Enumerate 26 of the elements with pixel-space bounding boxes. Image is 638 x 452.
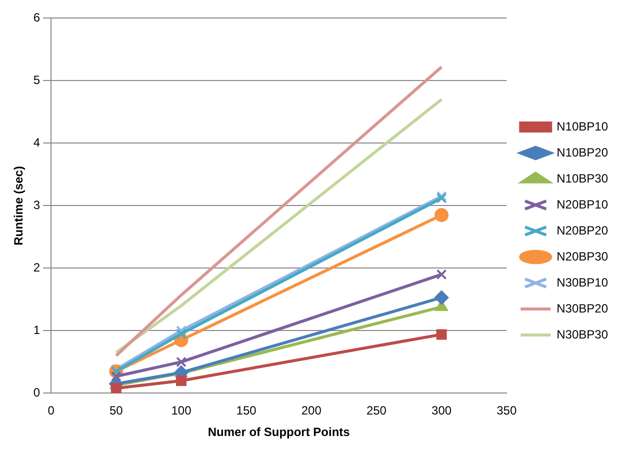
y-tick-label: 2 [33,260,40,275]
x-tick-label: 50 [109,404,124,418]
legend-label: N20BP30 [556,249,608,264]
legend-label: N30BP10 [556,275,608,290]
y-tick-label: 4 [33,136,40,150]
y-tick-label: 3 [33,198,40,212]
y-axis-title: Runtime (sec) [12,166,26,246]
x-tick-label: 100 [171,404,192,418]
x-tick-label: 250 [366,404,387,418]
y-tick-label: 1 [33,323,40,338]
legend-label: N10BP30 [556,171,608,186]
legend-label: N30BP30 [556,327,608,342]
x-tick-label: 0 [48,404,55,418]
x-axis-title: Numer of Support Points [208,425,350,440]
legend-label: N20BP20 [556,223,608,238]
x-tick-label: 350 [496,404,517,418]
y-tick-label: 5 [33,73,40,88]
y-tick-label: 0 [33,386,40,400]
y-tick-label: 6 [33,10,40,25]
legend-label: N20BP10 [556,197,608,212]
x-tick-label: 150 [236,404,257,418]
legend-label: N10BP20 [556,145,608,160]
x-tick-label: 200 [301,404,322,418]
x-tick-label: 300 [432,404,452,418]
legend-label: N10BP10 [556,119,608,134]
legend-label: N30BP20 [556,301,608,316]
